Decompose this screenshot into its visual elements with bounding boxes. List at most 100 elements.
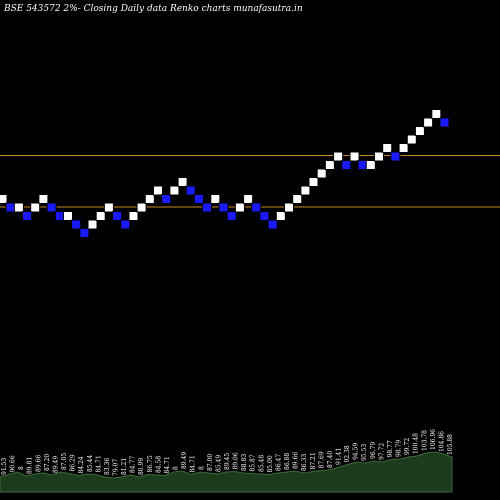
volume-label: 87.40 (327, 451, 334, 468)
volume-label: 86.75 (147, 455, 154, 472)
volume-label: 87.20 (44, 454, 51, 471)
volume-label: 96.79 (370, 442, 377, 459)
volume-label: 79.07 (113, 459, 120, 476)
volume-label: 8 (173, 466, 180, 470)
volume-label: 89.45 (224, 453, 231, 470)
down-brick (22, 211, 33, 221)
volume-label: 95.53 (361, 444, 368, 461)
up-brick (177, 177, 188, 187)
up-brick (275, 211, 286, 221)
up-brick (95, 211, 106, 221)
up-brick (316, 168, 327, 179)
volume-label: 84.71 (95, 455, 102, 472)
volume-label: 88.83 (241, 454, 248, 471)
up-brick (333, 151, 344, 162)
up-brick (103, 202, 114, 213)
renko-bricks (0, 109, 450, 238)
up-brick (292, 194, 303, 204)
down-brick (259, 211, 270, 221)
up-brick (365, 160, 376, 170)
up-brick (324, 160, 335, 170)
volume-label: 83.36 (104, 458, 111, 475)
up-brick (308, 177, 319, 187)
volume-label: 89.49 (181, 452, 188, 469)
down-brick (390, 151, 401, 162)
volume-label: 98.77 (387, 440, 394, 457)
down-brick (185, 185, 196, 196)
volume-label: 89.66 (293, 452, 300, 469)
volume-label: 98.79 (396, 440, 403, 457)
down-brick (193, 194, 204, 204)
volume-label: 8 (198, 466, 205, 470)
volume-label: 81.21 (121, 458, 128, 475)
up-brick (144, 194, 155, 204)
down-brick (120, 219, 131, 230)
down-brick (439, 117, 450, 128)
volume-label: 89.66 (35, 455, 42, 472)
down-brick (218, 202, 229, 213)
up-brick (349, 151, 360, 162)
up-brick (414, 126, 425, 136)
volume-label: 85.48 (258, 455, 265, 472)
down-brick (267, 219, 278, 230)
down-brick (71, 219, 82, 230)
down-brick (79, 228, 90, 238)
up-brick (38, 194, 49, 204)
volume-label: 91.41 (336, 448, 343, 465)
volume-label: 89.06 (233, 452, 240, 469)
volume-label: 103.78 (421, 430, 428, 451)
volume-label: 80.99 (138, 458, 145, 475)
down-brick (202, 202, 213, 213)
up-brick (136, 202, 147, 213)
up-brick (423, 117, 434, 128)
volume-label: 86.29 (70, 454, 77, 471)
down-brick (112, 211, 123, 221)
up-brick (13, 202, 24, 213)
up-brick (30, 202, 41, 213)
volume-label: 91.53 (1, 458, 8, 475)
volume-labels: 91.53 90.66 8 89.81 89.66 87.20 89.49 87.05 86.2… (1, 429, 454, 476)
up-brick (234, 202, 245, 213)
up-brick (284, 202, 294, 213)
volume-label: 97.72 (378, 443, 385, 460)
volume-label: 87.69 (318, 451, 325, 468)
volume-label: 84.24 (78, 456, 85, 473)
up-brick (153, 185, 163, 196)
volume-label: 84.71 (164, 456, 171, 473)
chart-title: BSE 543572 2%- Closing Daily data Renko … (3, 4, 303, 14)
volume-area (0, 451, 453, 493)
volume-label: 89.49 (53, 456, 60, 473)
volume-label: 99.72 (404, 438, 411, 455)
volume-label: 105.88 (447, 434, 454, 455)
down-brick (161, 194, 172, 204)
volume-label: 106.96 (430, 429, 437, 450)
volume-label: 87.05 (61, 453, 68, 470)
volume-label: 84.77 (130, 456, 137, 473)
volume-label: 85.87 (250, 454, 257, 471)
volume-label: 84.71 (190, 455, 197, 472)
volume-label: 90.66 (10, 455, 17, 472)
volume-label: 85.00 (267, 455, 274, 472)
up-brick (128, 211, 139, 221)
volume-label: 86.33 (301, 454, 308, 471)
up-brick (398, 143, 409, 153)
up-brick (169, 185, 180, 196)
down-brick (226, 211, 237, 221)
up-brick (300, 185, 311, 196)
volume-label: 100.48 (413, 433, 420, 454)
down-brick (46, 202, 57, 213)
volume-label: 94.59 (353, 443, 360, 460)
up-brick (63, 211, 73, 221)
up-brick (374, 151, 384, 162)
up-brick (406, 134, 417, 145)
up-brick (243, 194, 254, 204)
reference-lines (0, 155, 500, 208)
up-brick (431, 109, 442, 119)
up-brick (87, 219, 98, 230)
volume-label: 92.38 (344, 445, 351, 462)
volume-label: 86.47 (276, 454, 283, 471)
down-brick (54, 211, 65, 221)
volume-label: 8 (18, 466, 25, 470)
down-brick (357, 160, 368, 170)
